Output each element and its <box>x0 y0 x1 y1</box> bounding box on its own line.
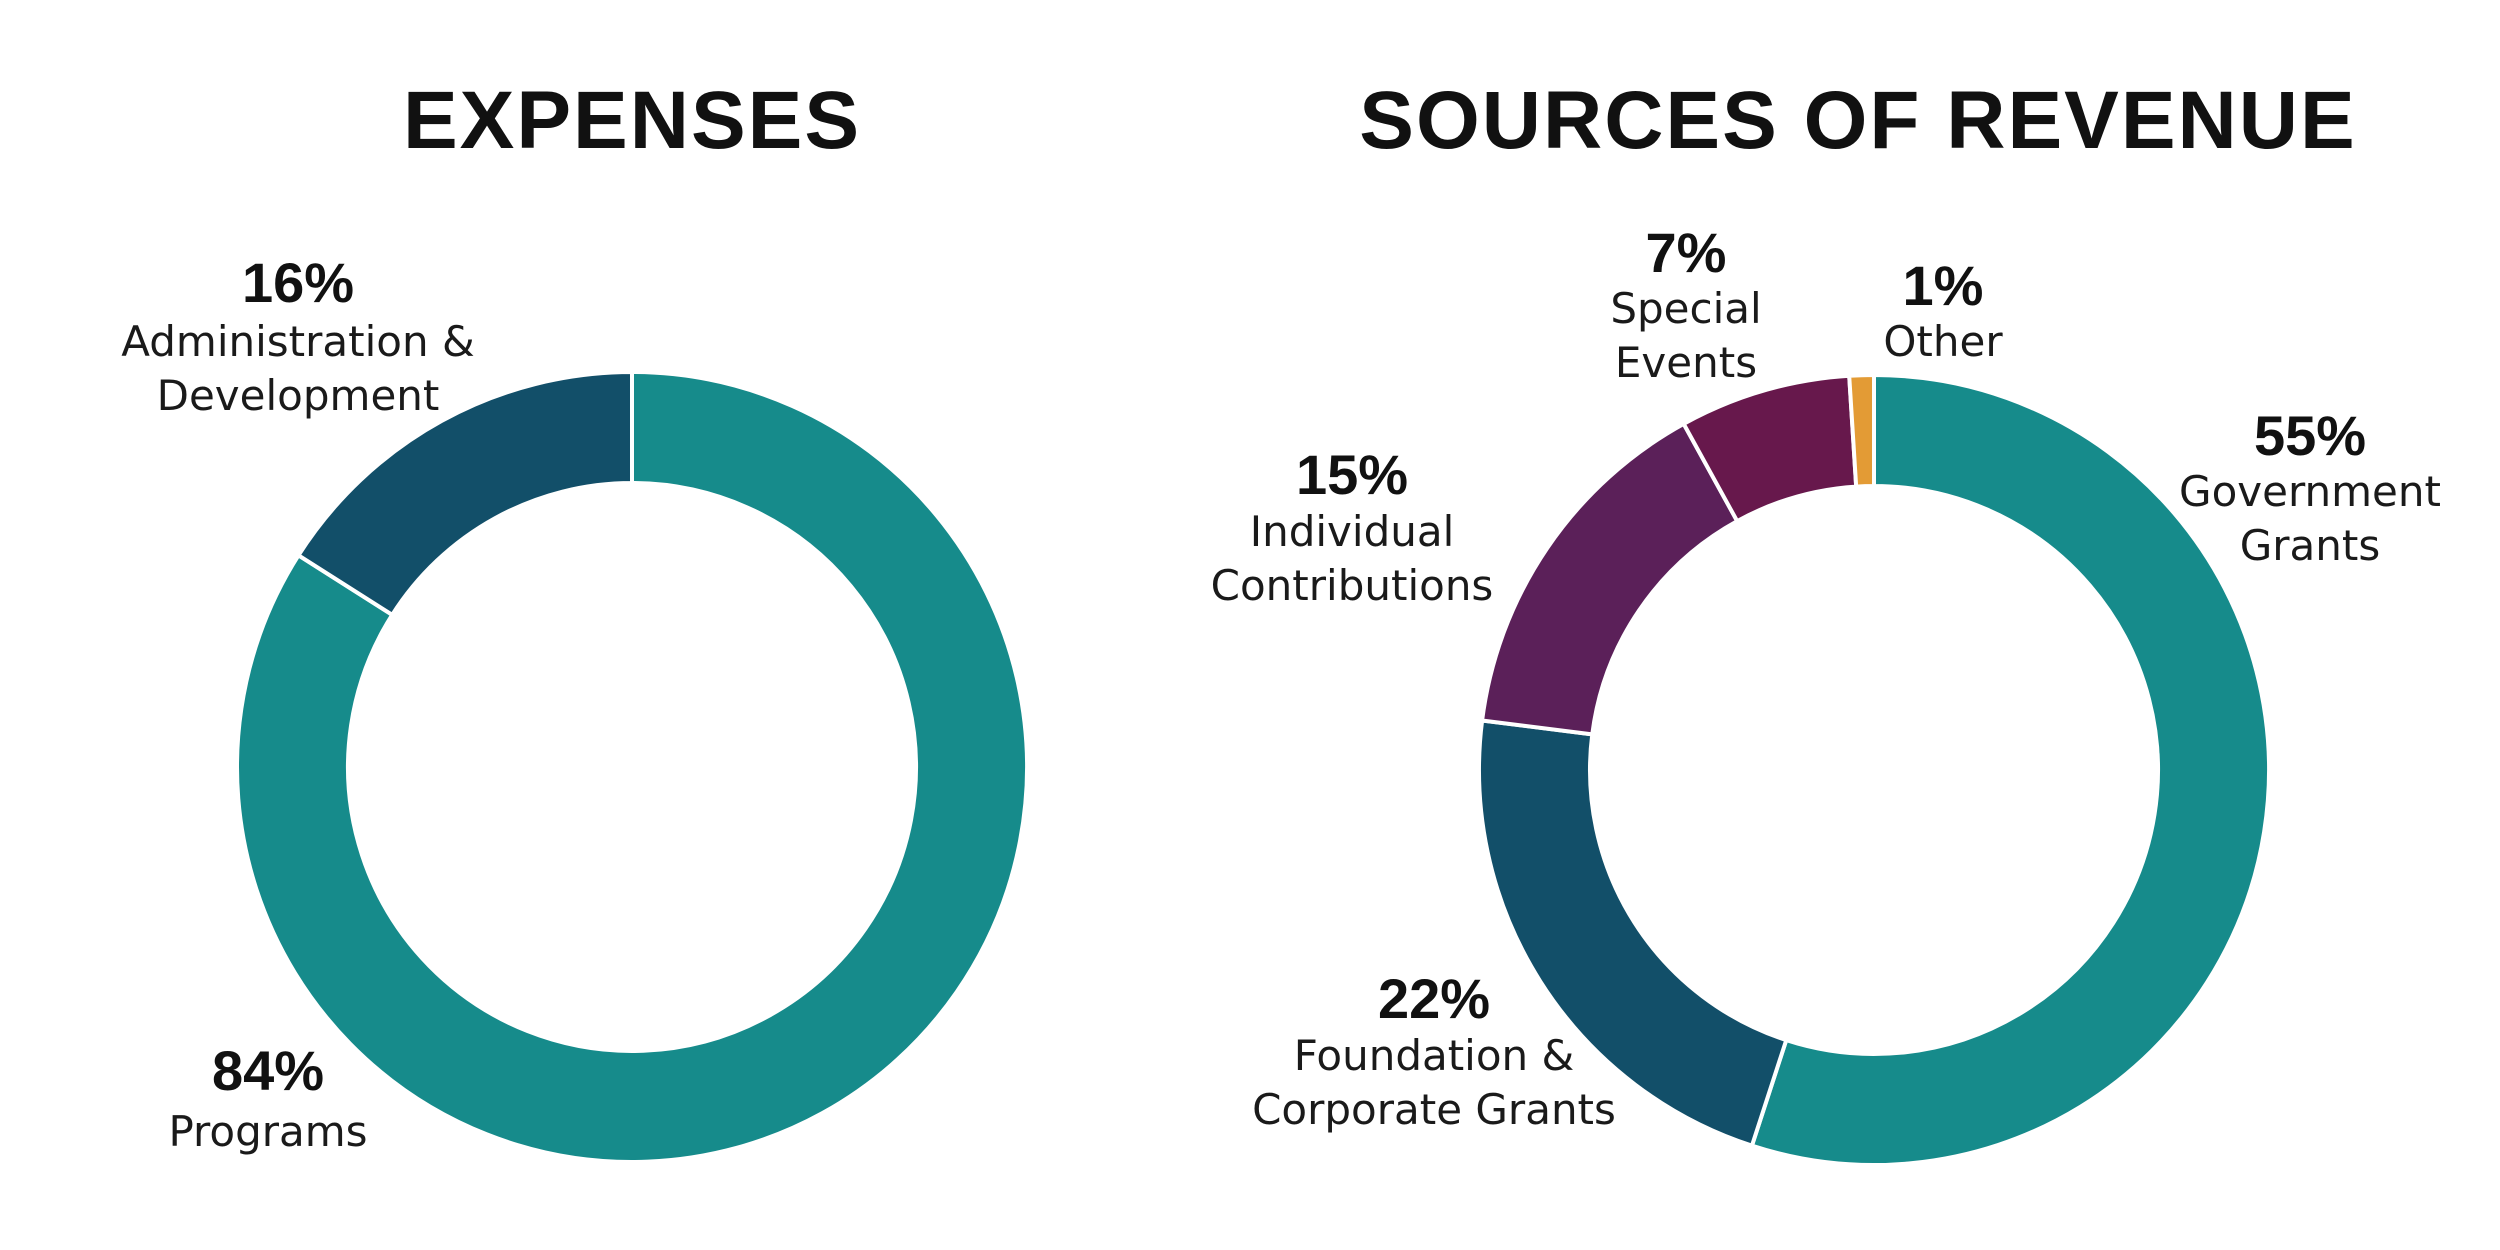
slice-administration-development <box>295 369 634 618</box>
slice-label-special-events-line-1: Special <box>1610 284 1761 333</box>
expenses-chart: EXPENSES 84% Programs 16% Administration… <box>121 75 1029 1164</box>
slice-label-foundation-corporate-grants-line-1: Foundation & <box>1294 1031 1575 1080</box>
slice-label-individual-contributions-line-1: Individual <box>1250 507 1455 556</box>
slice-foundation-corporate-grants <box>1476 718 1789 1149</box>
expenses-title: EXPENSES <box>403 75 861 166</box>
expenses-slices <box>235 369 1029 1164</box>
revenue-slices <box>1476 372 2271 1167</box>
slice-label-government-grants-line-1: Government <box>2179 467 2441 516</box>
revenue-chart: SOURCES OF REVENUE 55% Government Grants… <box>1211 75 2441 1167</box>
slice-label-administration-development-line-1: Administration & <box>121 317 474 366</box>
slice-individual-contributions <box>1479 421 1740 737</box>
slice-pct-individual-contributions: 15% <box>1296 443 1408 506</box>
slice-label-individual-contributions-line-2: Contributions <box>1211 561 1494 610</box>
slice-label-programs: Programs <box>168 1107 367 1156</box>
slice-label-special-events-line-2: Events <box>1615 338 1757 387</box>
expenses-labels: 84% Programs 16% Administration & Develo… <box>121 251 474 1156</box>
revenue-labels: 55% Government Grants 22% Foundation & C… <box>1211 221 2441 1134</box>
slice-label-government-grants-line-2: Grants <box>2240 521 2381 570</box>
slice-pct-foundation-corporate-grants: 22% <box>1378 967 1490 1030</box>
label-administration-development: 16% Administration & Development <box>121 251 474 420</box>
slice-label-other: Other <box>1883 317 2003 366</box>
slice-government-grants <box>1749 372 2271 1167</box>
label-special-events: 7% Special Events <box>1610 221 1761 387</box>
label-individual-contributions: 15% Individual Contributions <box>1211 443 1494 610</box>
slice-pct-programs: 84% <box>212 1039 324 1102</box>
slice-label-administration-development-line-2: Development <box>157 371 440 420</box>
label-government-grants: 55% Government Grants <box>2179 404 2441 570</box>
slice-programs <box>235 369 1029 1164</box>
label-programs: 84% Programs <box>168 1039 367 1156</box>
label-other: 1% Other <box>1883 254 2003 366</box>
slice-label-foundation-corporate-grants-line-2: Corporate Grants <box>1252 1085 1616 1134</box>
slice-pct-administration-development: 16% <box>242 251 354 314</box>
label-foundation-corporate-grants: 22% Foundation & Corporate Grants <box>1252 967 1616 1134</box>
slice-pct-special-events: 7% <box>1646 221 1727 284</box>
slice-pct-government-grants: 55% <box>2254 404 2366 467</box>
slice-pct-other: 1% <box>1903 254 1984 317</box>
slice-other <box>1847 372 1876 489</box>
revenue-title: SOURCES OF REVENUE <box>1359 75 2356 166</box>
